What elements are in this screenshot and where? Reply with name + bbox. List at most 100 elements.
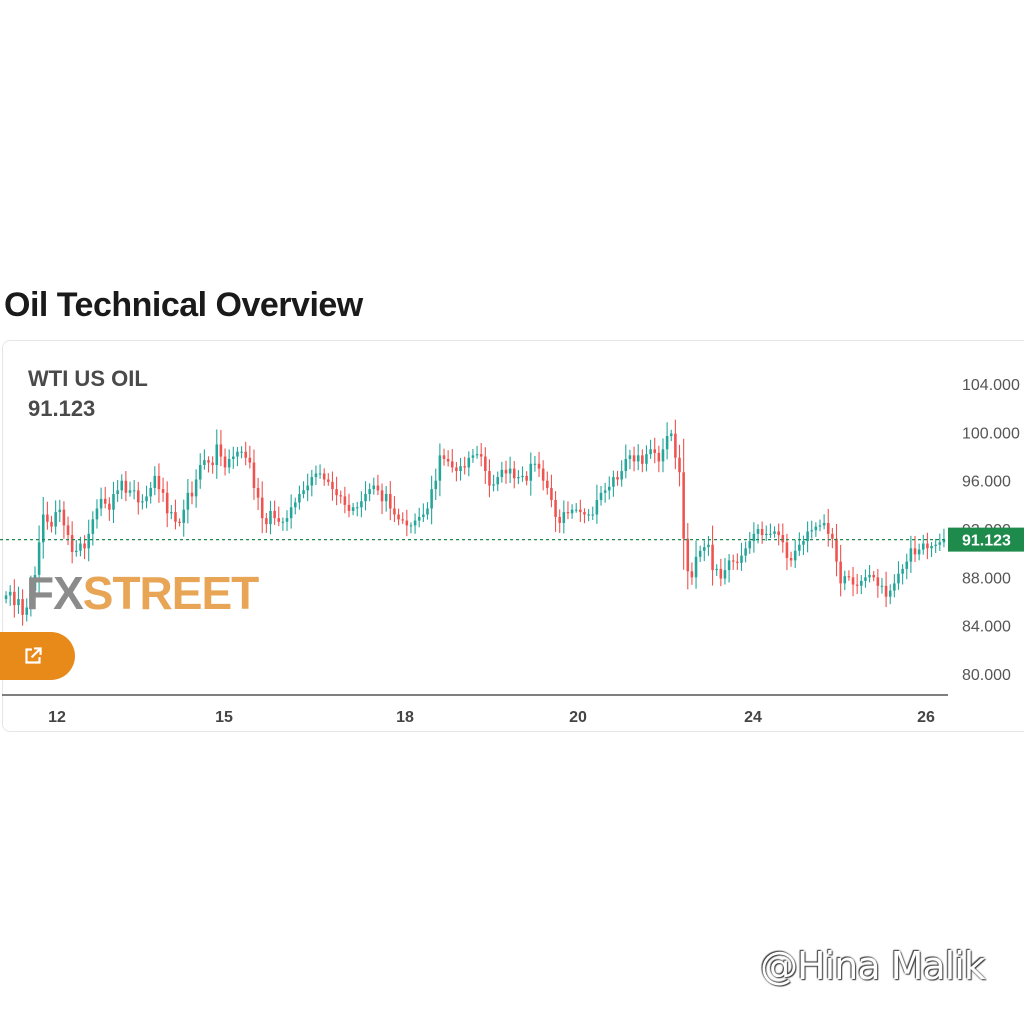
candle-body (669, 433, 673, 437)
candle (901, 564, 904, 585)
candle-body (4, 595, 8, 600)
candle-body (525, 475, 528, 481)
candle (517, 470, 520, 485)
candle-body (731, 560, 735, 562)
candle (612, 470, 615, 497)
candle-body (492, 484, 495, 486)
candle-body (120, 480, 124, 491)
candle-body (736, 561, 739, 563)
candle (393, 496, 396, 523)
candle-body (764, 533, 768, 536)
y-tick-label: 100.000 (962, 425, 1020, 442)
candle-body (364, 493, 367, 502)
candle-body (921, 543, 925, 550)
candle-body (8, 591, 12, 596)
candle-body (347, 504, 351, 511)
candle (422, 503, 425, 523)
candle (723, 558, 727, 585)
candle-body (612, 477, 615, 487)
candle-body (430, 489, 433, 509)
candle (628, 449, 632, 470)
candle-body (682, 472, 685, 539)
candle (938, 533, 942, 552)
candle (339, 490, 343, 504)
candle (682, 438, 685, 570)
candle (170, 505, 173, 520)
candle-body (537, 463, 541, 469)
candle (141, 494, 144, 510)
candle-body (99, 498, 103, 509)
candle (17, 586, 20, 614)
candle-body (574, 509, 578, 511)
candle-body (376, 485, 380, 491)
candle (4, 591, 8, 604)
candle (793, 539, 797, 569)
candle-body (632, 455, 636, 462)
candle (562, 500, 566, 534)
candle (521, 466, 524, 482)
candle (128, 481, 132, 497)
candle (504, 460, 508, 484)
candle (99, 487, 103, 517)
candle-body (293, 502, 297, 508)
y-tick-label: 80.000 (962, 667, 1011, 684)
candle-body (847, 576, 851, 578)
candle (587, 509, 590, 522)
candle (533, 455, 537, 472)
candle (442, 448, 446, 466)
candle-body (917, 549, 921, 555)
fxstreet-logo: FXSTREET (26, 567, 259, 619)
page-title: Oil Technical Overview (4, 286, 363, 324)
candle-body (298, 493, 301, 503)
candle (822, 514, 826, 530)
candle-body (368, 489, 371, 494)
candle (546, 471, 549, 495)
x-tick-label: 24 (744, 709, 762, 726)
candle-body (876, 577, 880, 586)
candle-body (178, 521, 181, 523)
candle (198, 453, 202, 489)
candle (529, 452, 533, 496)
candle (492, 474, 495, 492)
candle (260, 481, 264, 534)
candle-body (46, 514, 49, 522)
candle-body (103, 498, 107, 504)
candle (591, 506, 595, 520)
candle-body (583, 512, 586, 515)
candle-body (75, 550, 78, 552)
candle-body (29, 590, 33, 608)
candle-body (62, 509, 66, 526)
candle (570, 504, 574, 519)
candle-body (880, 585, 884, 587)
candle-body (327, 479, 330, 482)
candle-body (566, 512, 570, 514)
y-tick-label: 104.000 (962, 377, 1020, 394)
candle-body (95, 508, 99, 520)
candle-body (380, 490, 384, 502)
candle-body (41, 514, 45, 543)
candle-body (112, 493, 115, 510)
candle (426, 502, 429, 520)
candle-body (331, 481, 334, 490)
candle-body (748, 541, 752, 549)
candle-body (438, 455, 442, 481)
candle (46, 501, 49, 530)
candle-body (475, 454, 479, 456)
candle-body (455, 467, 458, 472)
candle-body (822, 522, 826, 526)
candle-body (719, 568, 723, 579)
candle (120, 474, 124, 500)
last-price-tag: 91.123 (948, 527, 1024, 552)
candle-body (310, 477, 314, 486)
open-chart-button[interactable] (0, 632, 75, 680)
candle-body (641, 455, 644, 464)
candle (70, 521, 74, 564)
candle-body (174, 512, 177, 522)
candle-body (318, 473, 322, 475)
candle (41, 496, 45, 559)
candle-body (835, 538, 838, 562)
x-tick-label: 15 (215, 709, 233, 726)
candle-body (198, 465, 202, 480)
candle (769, 523, 772, 539)
